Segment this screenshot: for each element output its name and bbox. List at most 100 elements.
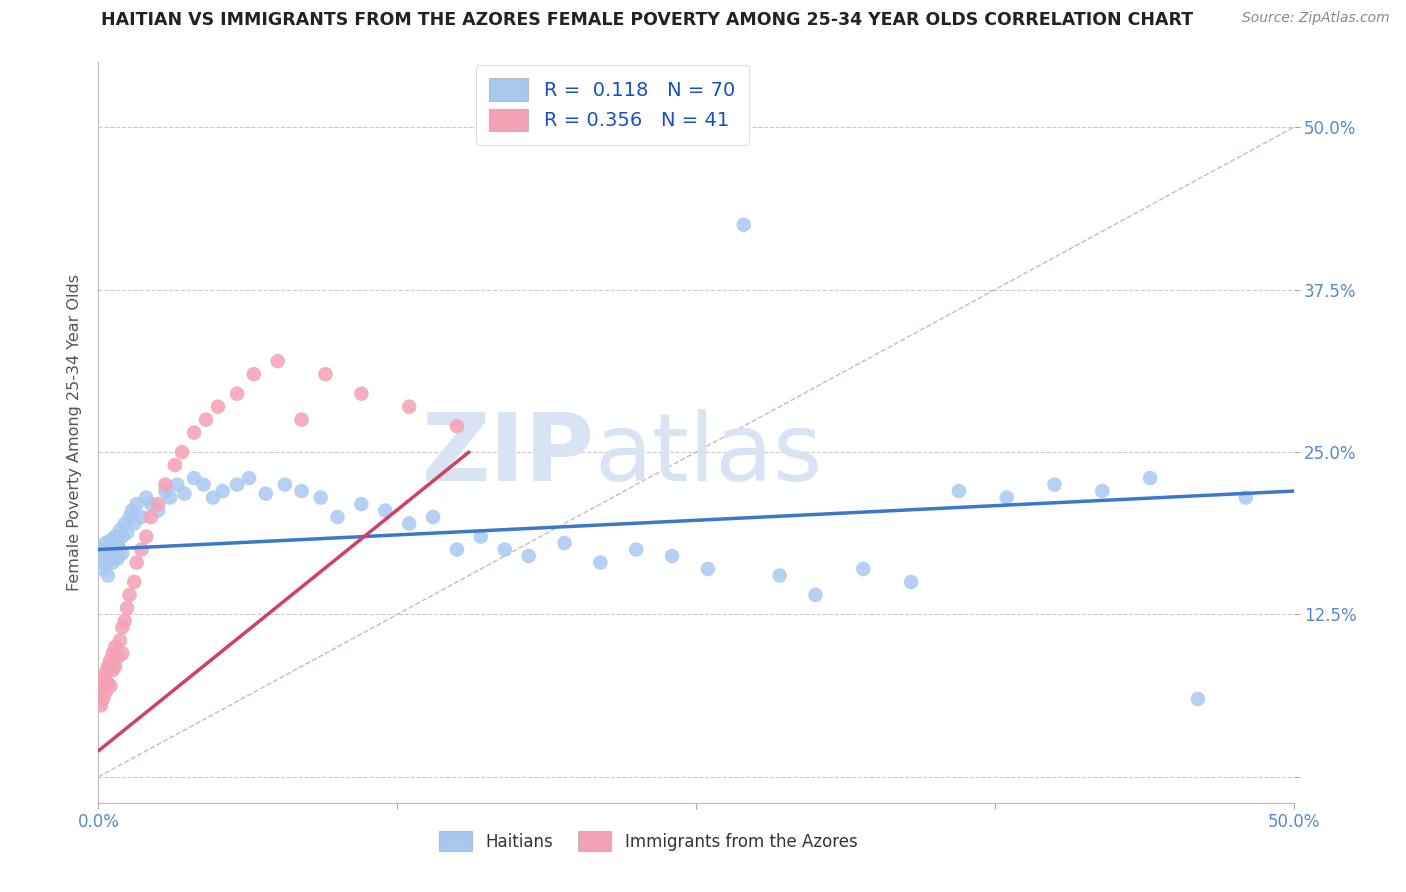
Point (1043, 477, 1066, 491)
Point (291, 412, 314, 426)
Point (111, 647, 134, 661)
Point (589, 556, 612, 570)
Point (104, 529, 127, 543)
Point (90, 679, 112, 693)
Point (98, 539, 122, 553)
Point (97, 676, 120, 690)
Point (494, 542, 516, 557)
Text: atlas: atlas (595, 409, 823, 500)
Point (398, 400, 420, 414)
Point (111, 529, 134, 543)
Point (202, 491, 225, 505)
Point (124, 516, 146, 531)
Point (274, 477, 297, 491)
Point (238, 471, 260, 485)
Point (446, 542, 468, 557)
Point (91, 673, 114, 687)
Point (121, 503, 143, 517)
Point (124, 574, 146, 589)
Point (193, 477, 215, 491)
Point (226, 477, 249, 491)
Point (1091, 484, 1114, 499)
Text: Source: ZipAtlas.com: Source: ZipAtlas.com (1241, 11, 1389, 25)
Point (97, 546, 120, 560)
Point (114, 614, 136, 628)
Point (101, 647, 124, 661)
Point (315, 367, 337, 381)
Point (254, 486, 277, 500)
Point (422, 510, 444, 524)
Point (163, 458, 186, 472)
Point (101, 556, 124, 570)
Point (114, 516, 136, 531)
Point (104, 549, 127, 563)
Point (350, 386, 373, 401)
Point (309, 491, 332, 505)
Point (852, 562, 875, 576)
Point (768, 568, 790, 582)
Point (98, 679, 122, 693)
Point (243, 367, 266, 381)
Point (135, 491, 157, 505)
Point (517, 549, 540, 563)
Point (326, 510, 349, 524)
Point (398, 516, 420, 531)
Y-axis label: Female Poverty Among 25-34 Year Olds: Female Poverty Among 25-34 Year Olds (67, 274, 83, 591)
Point (115, 601, 138, 615)
Point (101, 663, 124, 677)
Point (135, 529, 157, 543)
Point (900, 574, 922, 589)
Point (131, 510, 153, 524)
Point (1234, 491, 1257, 505)
Point (98, 551, 122, 566)
Point (94, 536, 117, 550)
Point (626, 542, 648, 557)
Point (226, 386, 249, 401)
Point (195, 412, 218, 426)
Text: ZIP: ZIP (422, 409, 595, 500)
Point (111, 546, 134, 560)
Point (374, 503, 396, 517)
Point (125, 556, 148, 570)
Point (697, 562, 720, 576)
Point (131, 542, 153, 557)
Point (148, 497, 170, 511)
Point (155, 477, 177, 491)
Point (172, 445, 194, 459)
Point (207, 400, 229, 414)
Point (108, 542, 131, 557)
Point (125, 497, 148, 511)
Text: HAITIAN VS IMMIGRANTS FROM THE AZORES FEMALE POVERTY AMONG 25-34 YEAR OLDS CORRE: HAITIAN VS IMMIGRANTS FROM THE AZORES FE… (101, 11, 1192, 29)
Point (91, 562, 114, 576)
Point (139, 497, 162, 511)
Point (94, 665, 117, 680)
Point (107, 650, 129, 665)
Point (94, 556, 117, 570)
Point (115, 525, 138, 540)
Point (159, 491, 181, 505)
Point (91, 692, 114, 706)
Point (166, 477, 188, 491)
Point (118, 588, 141, 602)
Legend: Haitians, Immigrants from the Azores: Haitians, Immigrants from the Azores (432, 825, 865, 857)
Point (90, 698, 112, 713)
Point (91, 549, 114, 563)
Point (291, 484, 314, 499)
Point (107, 536, 129, 550)
Point (183, 471, 205, 485)
Point (107, 551, 129, 566)
Point (804, 588, 827, 602)
Point (118, 510, 141, 524)
Point (97, 568, 120, 582)
Point (101, 542, 124, 557)
Point (350, 497, 373, 511)
Point (211, 484, 233, 499)
Point (733, 218, 755, 232)
Point (97, 659, 120, 673)
Point (111, 620, 134, 634)
Point (1187, 692, 1209, 706)
Point (661, 549, 683, 563)
Point (139, 510, 162, 524)
Point (470, 529, 492, 543)
Point (98, 533, 122, 548)
